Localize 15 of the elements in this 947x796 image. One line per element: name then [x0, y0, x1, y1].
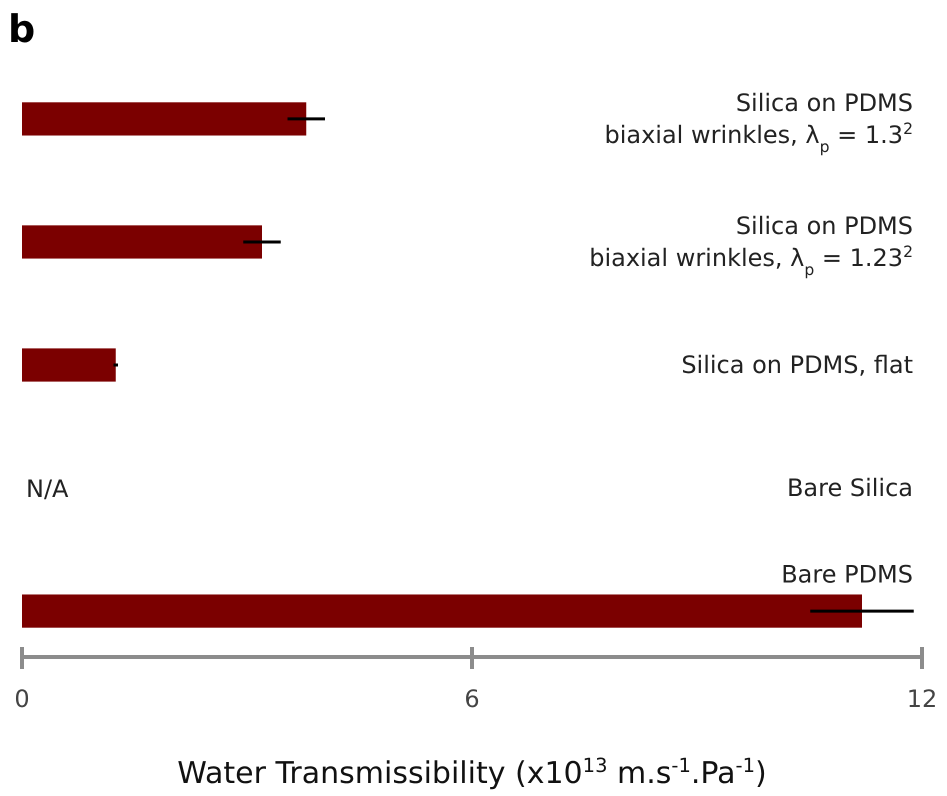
- chart-title: b: [8, 7, 36, 51]
- y-tick-label: Bare Silica: [786, 474, 913, 502]
- annotation: N/A: [26, 475, 70, 504]
- bar: [22, 348, 116, 382]
- x-axis-title: Water Transmissibility (x10$^{13}$ m.s$^{-1}$.Pa$^{-1}$): [177, 754, 767, 791]
- y-tick-label: Silica on PDMS biaxial wrinkles, λ$_{p}$ = 1.23$^{2}$: [589, 212, 913, 279]
- bar: [22, 594, 862, 628]
- y-tick-label: Silica on PDMS biaxial wrinkles, λ$_{p}$ = 1.3$^{2}$: [604, 88, 913, 156]
- y-tick-label: Bare PDMS: [781, 560, 913, 588]
- bar: [22, 225, 262, 259]
- bar: [22, 102, 306, 136]
- x-tick-label: 6: [464, 685, 480, 713]
- y-tick-label: Silica on PDMS, flat: [681, 351, 913, 379]
- x-tick-label: 12: [906, 685, 938, 713]
- x-tick-label: 0: [14, 685, 30, 713]
